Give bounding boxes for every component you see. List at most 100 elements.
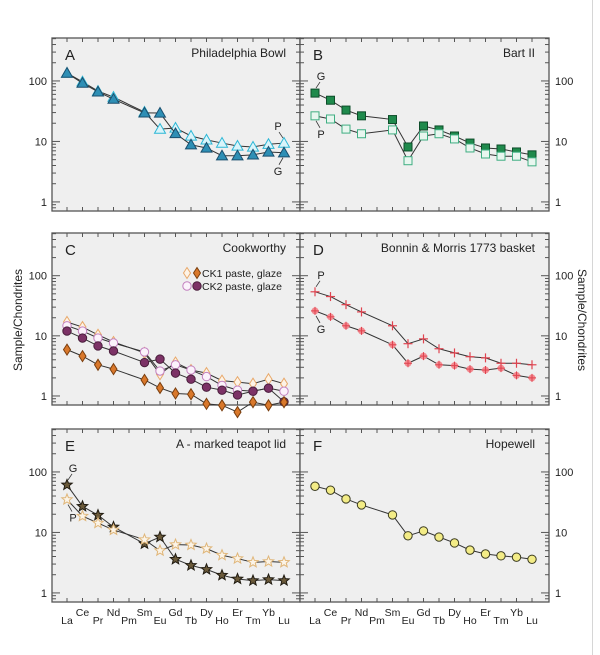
legend-label: CK2 paste, glaze [202, 281, 282, 293]
data-point-ck1-glaze [248, 395, 258, 409]
panel-letter: D [313, 242, 324, 259]
annotation-label-p: P [317, 129, 324, 141]
data-point-g [168, 552, 183, 565]
data-point-p [512, 358, 521, 368]
data-point-g [435, 360, 443, 369]
x-tick-label-pm: Pm [121, 615, 137, 627]
panel-a: 1 10 100 A Philadelphia Bowl P G [29, 37, 301, 212]
data-point-g [153, 530, 167, 543]
panel-title: Cookworthy [223, 241, 286, 255]
x-tick-label-er: Er [480, 607, 491, 619]
data-point-ck1-glaze [78, 349, 87, 363]
data-point-p [481, 149, 490, 159]
x-tick-label-er: Er [232, 607, 243, 619]
data-point-p [91, 516, 105, 529]
annotation-leader [315, 280, 321, 288]
data-point-p [419, 334, 428, 344]
x-tick-label-yb: Yb [510, 607, 523, 619]
plot-area [299, 428, 550, 603]
data-point-hopewell [496, 551, 506, 561]
data-point-p [419, 131, 428, 141]
x-tick-label-dy: Dy [448, 607, 462, 619]
data-point-hopewell [511, 552, 522, 562]
y-tick-label: 100 [29, 271, 47, 283]
x-tick-label-ce: Ce [324, 607, 338, 619]
data-point-p [434, 344, 444, 354]
data-point-g [91, 85, 105, 97]
data-point-g [215, 149, 229, 161]
data-point-g [310, 88, 320, 98]
data-point-p [137, 532, 152, 546]
data-point-g [153, 106, 167, 118]
data-point-ck2-glaze [186, 374, 196, 384]
data-point-g [403, 142, 413, 152]
annotation-leader [315, 315, 321, 324]
annotation-label-g: G [317, 324, 326, 336]
x-tick-label-nd: Nd [355, 607, 369, 619]
figure-right-border [592, 0, 593, 655]
data-point-p [153, 543, 167, 557]
data-point-p [512, 151, 521, 161]
data-point-g [277, 146, 291, 158]
data-point-hopewell [310, 481, 320, 491]
data-point-p [341, 300, 351, 310]
data-point-ck2-paste [201, 371, 212, 382]
data-point-ck1-glaze [93, 358, 103, 372]
data-point-ck2-glaze [217, 385, 227, 395]
data-point-p [215, 548, 229, 561]
data-point-hopewell [480, 549, 491, 559]
x-tick-label-tb: Tb [433, 615, 445, 627]
data-point-hopewell [387, 510, 398, 520]
data-point-p [450, 348, 459, 358]
data-point-g [512, 371, 521, 380]
data-point-g [169, 127, 182, 139]
y-tick-label: 10 [555, 331, 567, 343]
data-point-hopewell [325, 485, 336, 495]
data-point-hopewell [465, 545, 475, 555]
data-point-ck2-glaze [62, 326, 72, 336]
annotation-label-g: G [317, 71, 326, 83]
panel-title: Bart II [503, 46, 535, 60]
data-point-g [60, 478, 74, 491]
data-point-g [419, 352, 428, 361]
panel-letter: E [65, 438, 75, 455]
data-point-ck1-glaze [202, 397, 211, 411]
annotation-label-p: P [274, 121, 281, 133]
data-point-ck2-paste [170, 360, 181, 370]
data-point-p [310, 287, 320, 297]
data-point-p [75, 509, 90, 522]
data-point-p [168, 537, 183, 551]
panel-title: Philadelphia Bowl [191, 46, 286, 60]
annotation-label-p: P [69, 513, 76, 525]
data-point-ck1-glaze [233, 405, 242, 419]
legend-marker-diamond-open-orange [182, 266, 192, 280]
plot-area [51, 232, 301, 406]
data-point-ck1-glaze [186, 387, 196, 401]
data-point-ck1-glaze [217, 398, 227, 412]
data-point-g [246, 573, 260, 587]
data-point-g [184, 558, 198, 571]
legend-label: CK1 paste, glaze [202, 268, 282, 280]
data-point-g [341, 105, 351, 115]
data-point-g [261, 572, 276, 586]
data-point-ck2-glaze [77, 333, 88, 343]
data-point-g [388, 340, 397, 349]
x-tick-label-sm: Sm [137, 607, 153, 619]
data-point-p [450, 134, 459, 144]
x-tick-label-gd: Gd [168, 607, 182, 619]
data-point-ck2-glaze [108, 346, 119, 356]
legend-marker-diamond-filled-orange [192, 266, 202, 280]
data-point-ck1-glaze [264, 398, 273, 412]
data-point-p [106, 523, 121, 536]
y-tick-label: 10 [555, 136, 567, 148]
data-point-g [262, 145, 275, 157]
data-point-hopewell [341, 494, 351, 504]
x-tick-label-tb: Tb [185, 615, 197, 627]
data-point-ck1-glaze [279, 395, 289, 409]
y-tick-label: 100 [555, 271, 573, 283]
data-point-ck2-glaze [155, 354, 165, 364]
data-point-ck2-glaze [93, 341, 103, 351]
data-point-p [184, 538, 198, 551]
legend-marker-circle-filled-purple [192, 281, 202, 291]
